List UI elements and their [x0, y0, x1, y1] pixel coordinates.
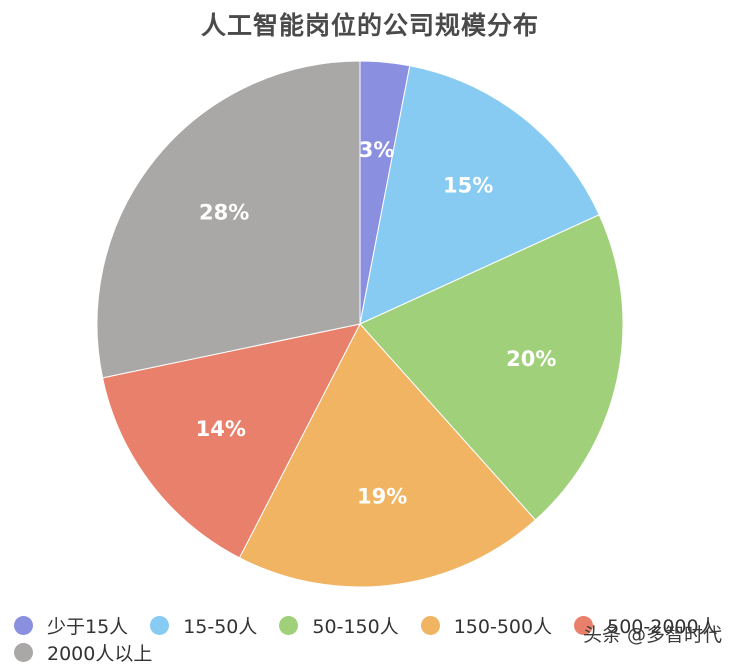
legend-swatch [150, 616, 170, 635]
legend-label: 500-2000人 [607, 616, 718, 638]
legend-swatch [14, 643, 33, 662]
legend-row: 少于15人 15-50人 50-150人 150-500人 500-2000人 [14, 612, 734, 639]
pie-labels: 3% 15% 20% 19% 14% 28% [196, 138, 557, 509]
legend-swatch [279, 616, 299, 635]
slice-label-4: 14% [196, 417, 246, 441]
legend-item[interactable]: 50-150人 [279, 612, 399, 639]
legend-label: 50-150人 [312, 616, 399, 638]
legend-item[interactable]: 少于15人 [14, 612, 128, 639]
legend-swatch [14, 616, 33, 635]
slice-label-5: 28% [199, 201, 249, 225]
slice-label-1: 15% [443, 173, 493, 197]
pie-slice-1 [359, 65, 600, 325]
legend-label: 少于15人 [47, 616, 129, 638]
legend-item[interactable]: 15-50人 [150, 612, 257, 639]
pie-slice-4 [101, 323, 361, 559]
pie-slice-5 [96, 60, 361, 379]
legend-label: 15-50人 [183, 616, 258, 638]
legend-label: 2000人以上 [47, 643, 153, 665]
legend-label: 150-500人 [453, 616, 553, 638]
legend-row: 2000人以上 [14, 639, 734, 666]
legend-swatch [420, 616, 440, 635]
pie-slice-3 [238, 323, 537, 588]
legend-item[interactable]: 150-500人 [420, 612, 553, 639]
chart-title: 人工智能岗位的公司规模分布 [200, 11, 539, 40]
watermark: 头条 @多智时代 [582, 624, 722, 646]
pie-slice-2 [359, 214, 624, 521]
legend-swatch [574, 616, 594, 635]
slice-label-3: 19% [357, 485, 407, 509]
legend: 少于15人 15-50人 50-150人 150-500人 500-2000人 2000人… [14, 612, 734, 666]
legend-item[interactable]: 500-2000人 [574, 612, 718, 639]
slice-label-2: 20% [506, 347, 556, 371]
legend-item[interactable]: 2000人以上 [14, 639, 152, 666]
pie-slices [96, 60, 624, 588]
slice-label-0: 3% [359, 138, 395, 162]
